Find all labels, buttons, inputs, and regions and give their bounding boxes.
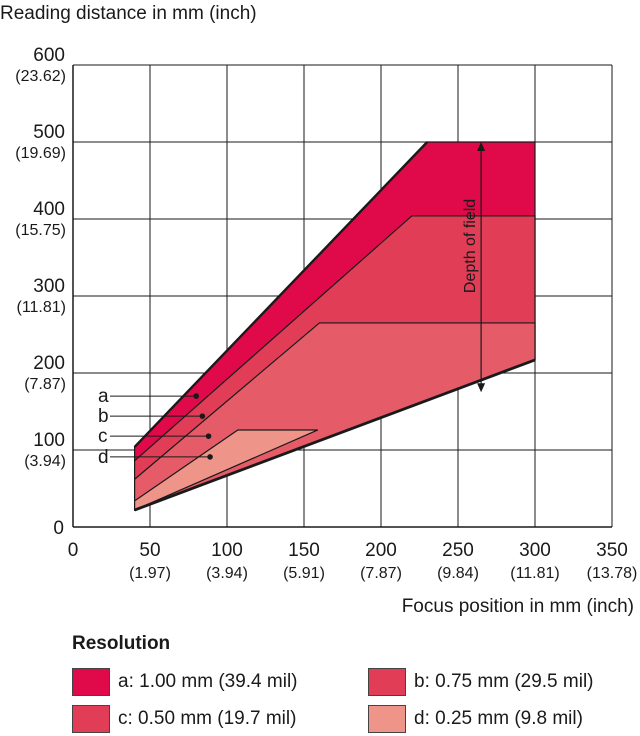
x-tick-sublabel-150: (5.91) — [283, 565, 325, 582]
legend-swatch-d — [368, 705, 406, 733]
legend-item-c: c: 0.50 mm (19.7 mil) — [72, 705, 296, 733]
legend-swatch-a — [72, 668, 110, 696]
legend-label-a: a: 1.00 mm (39.4 mil) — [118, 671, 298, 692]
callout-label-a: a — [98, 386, 109, 407]
areas — [133, 141, 536, 512]
legend-item-d: d: 0.25 mm (9.8 mil) — [368, 705, 583, 733]
callout-label-d: d — [98, 447, 109, 468]
y-tick-label-100: 100 — [33, 430, 65, 451]
x-tick-label-50: 50 — [139, 540, 160, 561]
callout-dot-b — [199, 413, 206, 419]
x-tick-label-250: 250 — [442, 540, 474, 561]
legend-item-b: b: 0.75 mm (29.5 mil) — [368, 668, 594, 696]
x-tick-label-100: 100 — [211, 540, 243, 561]
y-tick-sublabel-600: (23.62) — [15, 68, 66, 85]
legend-title: Resolution — [72, 633, 171, 654]
legend-label-d: d: 0.25 mm (9.8 mil) — [414, 708, 583, 729]
legend-label-c: c: 0.50 mm (19.7 mil) — [118, 708, 297, 729]
x-tick-sublabel-300: (11.81) — [510, 565, 560, 582]
x-tick-sublabel-350: (13.78) — [587, 565, 638, 582]
ticks: 0 50 (1.97) 100 (3.94) 150 (5.91) 200 (7.87) 250 (… — [15, 45, 637, 582]
callout-label-b: b — [98, 406, 109, 427]
y-axis-title: Reading distance in mm (inch) — [0, 3, 257, 24]
y-tick-label-200: 200 — [33, 353, 65, 374]
y-tick-sublabel-400: (15.75) — [15, 222, 66, 239]
depth-of-field-arrow-top — [477, 142, 486, 151]
x-tick-sublabel-250: (9.84) — [437, 565, 479, 582]
y-tick-sublabel-500: (19.69) — [15, 145, 66, 162]
callout-dot-a — [193, 393, 199, 399]
depth-of-field-arrow-bottom — [477, 383, 486, 393]
x-tick-label-200: 200 — [365, 540, 397, 561]
y-tick-label-500: 500 — [33, 122, 65, 143]
depth-of-field-label: Depth of field — [462, 199, 479, 293]
axes — [72, 65, 612, 528]
legend-label-b: b: 0.75 mm (29.5 mil) — [414, 671, 594, 692]
x-tick-sublabel-50: (1.97) — [129, 565, 171, 582]
y-tick-sublabel-200: (7.87) — [24, 376, 66, 393]
x-axis-title: Focus position in mm (inch) — [402, 596, 634, 617]
y-tick-label-400: 400 — [33, 199, 65, 220]
x-tick-label-0: 0 — [68, 540, 79, 561]
area-d — [134, 429, 319, 511]
y-tick-label-600: 600 — [33, 45, 65, 66]
legend-item-a: a: 1.00 mm (39.4 mil) — [72, 668, 298, 696]
x-tick-sublabel-200: (7.87) — [360, 565, 402, 582]
callout-dot-d — [207, 454, 213, 460]
chart-svg: Reading distance in mm (inch) 0 50 (1.97) 1… — [0, 3, 637, 617]
callout-dot-c — [205, 433, 212, 439]
lower-edge — [134, 358, 536, 512]
y-tick-label-300: 300 — [33, 276, 65, 297]
y-tick-sublabel-100: (3.94) — [24, 453, 66, 470]
x-tick-label-150: 150 — [288, 540, 320, 561]
legend-swatch-b — [368, 668, 406, 696]
x-tick-label-350: 350 — [596, 540, 628, 561]
depth-of-field-annotation: Depth of field — [462, 142, 486, 393]
y-tick-label-0: 0 — [53, 518, 64, 539]
callout-label-c: c — [98, 426, 108, 447]
x-tick-label-300: 300 — [519, 540, 551, 561]
x-tick-sublabel-100: (3.94) — [206, 565, 248, 582]
y-tick-sublabel-300: (11.81) — [16, 299, 66, 316]
legend-swatch-c — [72, 705, 110, 733]
